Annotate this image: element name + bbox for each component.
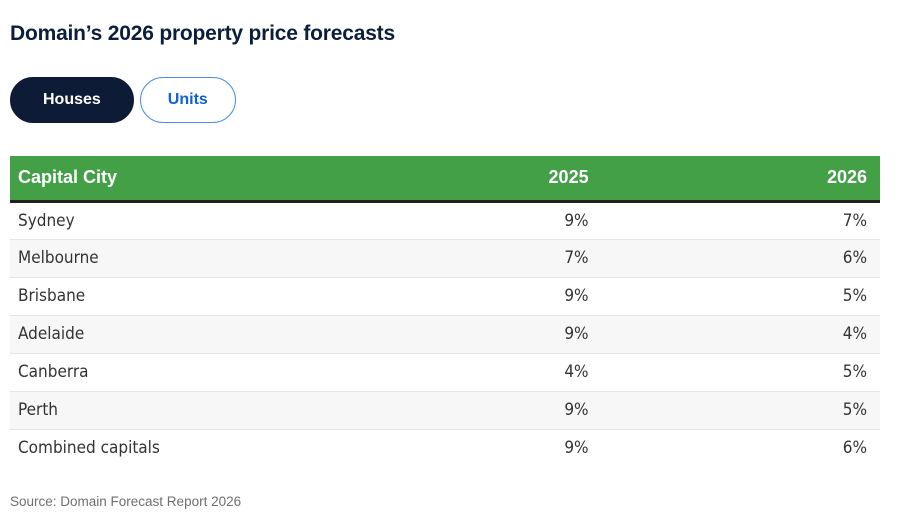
- forecast-table: Capital City 2025 2026 Sydney 9% 7% Melb…: [10, 156, 880, 467]
- table-row: Perth 9% 5%: [10, 391, 880, 429]
- value-2026-cell: 5%: [842, 362, 867, 382]
- table-row: Combined capitals 9% 6%: [10, 429, 880, 467]
- table-header: Capital City 2025 2026: [10, 156, 880, 203]
- table-row: Adelaide 9% 4%: [10, 315, 880, 353]
- value-2025-cell: 9%: [564, 400, 589, 420]
- value-2026-cell: 7%: [842, 210, 867, 231]
- source-note: Source: Domain Forecast Report 2026: [10, 494, 242, 509]
- column-header-capital-city: Capital City: [10, 156, 402, 203]
- column-header-2026: 2026: [601, 156, 880, 203]
- value-2025-cell: 4%: [564, 362, 589, 382]
- value-2025-cell: 9%: [564, 438, 589, 459]
- city-cell: Adelaide: [18, 324, 85, 344]
- houses-tab[interactable]: Houses: [10, 77, 134, 123]
- property-type-toggle: Houses Units: [10, 77, 880, 123]
- value-2025-cell: 9%: [564, 286, 589, 306]
- value-2026-cell: 5%: [842, 286, 867, 306]
- city-cell: Melbourne: [18, 248, 99, 268]
- value-2026-cell: 6%: [842, 438, 867, 459]
- value-2025-cell: 9%: [564, 324, 589, 344]
- units-tab[interactable]: Units: [139, 77, 236, 123]
- city-cell: Combined capitals: [18, 438, 160, 459]
- table-body: Sydney 9% 7% Melbourne 7% 6% Brisbane 9%…: [10, 201, 880, 467]
- value-2026-cell: 4%: [842, 324, 867, 344]
- table-row: Melbourne 7% 6%: [10, 239, 880, 277]
- value-2026-cell: 6%: [842, 248, 867, 268]
- column-header-2025: 2025: [401, 156, 602, 203]
- city-cell: Brisbane: [18, 286, 86, 306]
- table-row: Brisbane 9% 5%: [10, 277, 880, 315]
- table-row: Sydney 9% 7%: [10, 201, 880, 239]
- city-cell: Sydney: [18, 210, 75, 231]
- city-cell: Canberra: [18, 362, 89, 382]
- city-cell: Perth: [18, 400, 59, 420]
- value-2026-cell: 5%: [842, 400, 867, 420]
- table-row: Canberra 4% 5%: [10, 353, 880, 391]
- value-2025-cell: 7%: [564, 248, 589, 268]
- value-2025-cell: 9%: [564, 210, 589, 231]
- page-title: Domain’s 2026 property price forecasts: [10, 22, 395, 45]
- page-container: Domain’s 2026 property price forecasts H…: [10, 22, 880, 509]
